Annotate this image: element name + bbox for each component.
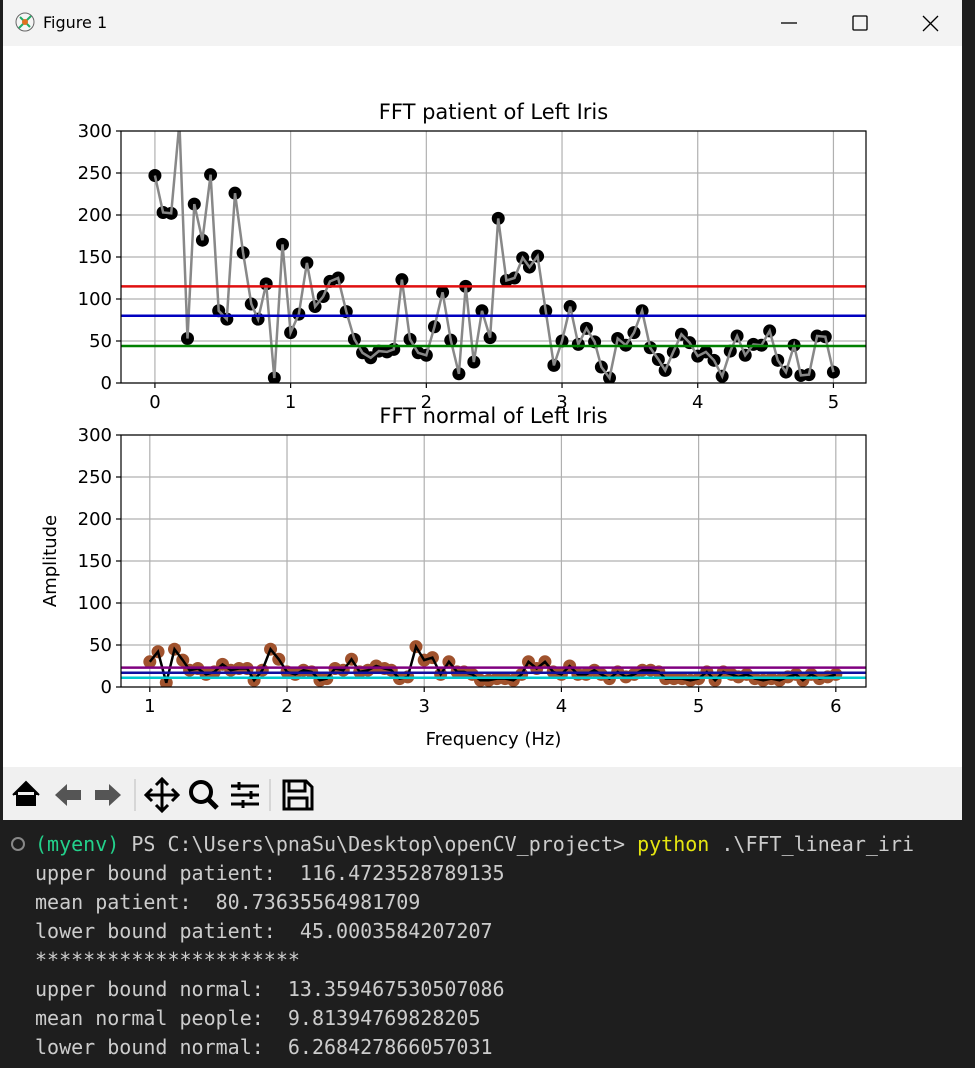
- y-tick-label: 0: [101, 677, 112, 698]
- toolbar-icons: [12, 776, 314, 814]
- home-button[interactable]: [12, 780, 40, 806]
- prompt-path: PS C:\Users\pnaSu\Desktop\openCV_project…: [131, 832, 626, 856]
- y-tick-label: 100: [78, 289, 112, 310]
- y-tick-label: 0: [101, 373, 112, 394]
- x-tick-label: 6: [830, 696, 841, 717]
- y-tick-label: 50: [89, 635, 112, 656]
- title-bar: Figure 1: [3, 0, 962, 46]
- output-line: lower bound normal: 6.268427866057031: [35, 1035, 493, 1059]
- x-tick-label: 2: [421, 392, 432, 413]
- y-tick-label: 200: [78, 205, 112, 226]
- output-line: mean patient: 80.73635564981709: [35, 890, 421, 914]
- x-tick-label: 5: [693, 696, 704, 717]
- zoom-button[interactable]: [189, 780, 219, 810]
- axes-frame: [120, 130, 867, 384]
- x-tick-label: 4: [692, 392, 703, 413]
- back-button[interactable]: [55, 784, 81, 806]
- x-tick-label: 3: [418, 696, 429, 717]
- y-tick-label: 200: [78, 509, 112, 530]
- output-line: upper bound patient: 116.4723528789135: [35, 861, 505, 885]
- y-tick-label: 100: [78, 593, 112, 614]
- y-tick-label: 250: [78, 163, 112, 184]
- prompt-line: (myenv) PS C:\Users\pnaSu\Desktop\openCV…: [35, 830, 914, 859]
- output-line: lower bound patient: 45.0003584207207: [35, 919, 493, 943]
- x-tick-label: 5: [828, 392, 839, 413]
- x-tick-label: 4: [556, 696, 567, 717]
- plot-area: [121, 116, 866, 383]
- prompt-command: python: [637, 832, 710, 856]
- save-button[interactable]: [282, 779, 314, 811]
- prompt-indicator: [11, 837, 25, 851]
- y-tick-label: 300: [78, 121, 112, 142]
- y-tick-label: 50: [89, 331, 112, 352]
- x-tick-label: 2: [281, 696, 292, 717]
- terminal: (myenv) PS C:\Users\pnaSu\Desktop\openCV…: [0, 828, 975, 1068]
- title-bar-icons: [15, 12, 939, 32]
- axes-frame: [120, 434, 867, 688]
- chart-title: FFT patient of Left Iris: [379, 100, 608, 124]
- output-line: upper bound normal: 13.359467530507086: [35, 977, 505, 1001]
- data-line: [153, 131, 835, 381]
- x-axis-label: Frequency (Hz): [426, 729, 562, 750]
- close-button[interactable]: [922, 15, 939, 32]
- forward-button[interactable]: [95, 784, 121, 806]
- prompt-env: (myenv): [35, 832, 120, 856]
- x-tick-label: 1: [285, 392, 296, 413]
- window-title: Figure 1: [43, 13, 108, 32]
- maximize-button[interactable]: [852, 15, 868, 31]
- y-tick-label: 150: [78, 551, 112, 572]
- x-tick-label: 1: [144, 696, 155, 717]
- y-tick-label: 300: [78, 425, 112, 446]
- figure-window: Figure 1 0 1 2 3 4 5 0 50 100 150 200 250 300 FFT pat…: [3, 0, 962, 820]
- configure-button[interactable]: [231, 782, 259, 808]
- plot-area: [121, 640, 866, 687]
- y-axis-label: Amplitude: [40, 515, 61, 607]
- output-line: mean normal people: 9.81394769828205: [35, 1006, 481, 1030]
- toolbar: [3, 767, 962, 820]
- output-line: **********************: [35, 948, 300, 972]
- y-tick-label: 250: [78, 467, 112, 488]
- app-icon: [15, 12, 35, 32]
- x-tick-label: 0: [149, 392, 160, 413]
- chart-title: FFT normal of Left Iris: [379, 404, 607, 428]
- y-tick-label: 150: [78, 247, 112, 268]
- x-tick-label: 3: [556, 392, 567, 413]
- pan-button[interactable]: [143, 776, 181, 814]
- prompt-args: .\FFT_linear_iri: [721, 832, 915, 856]
- data-point: [173, 116, 186, 129]
